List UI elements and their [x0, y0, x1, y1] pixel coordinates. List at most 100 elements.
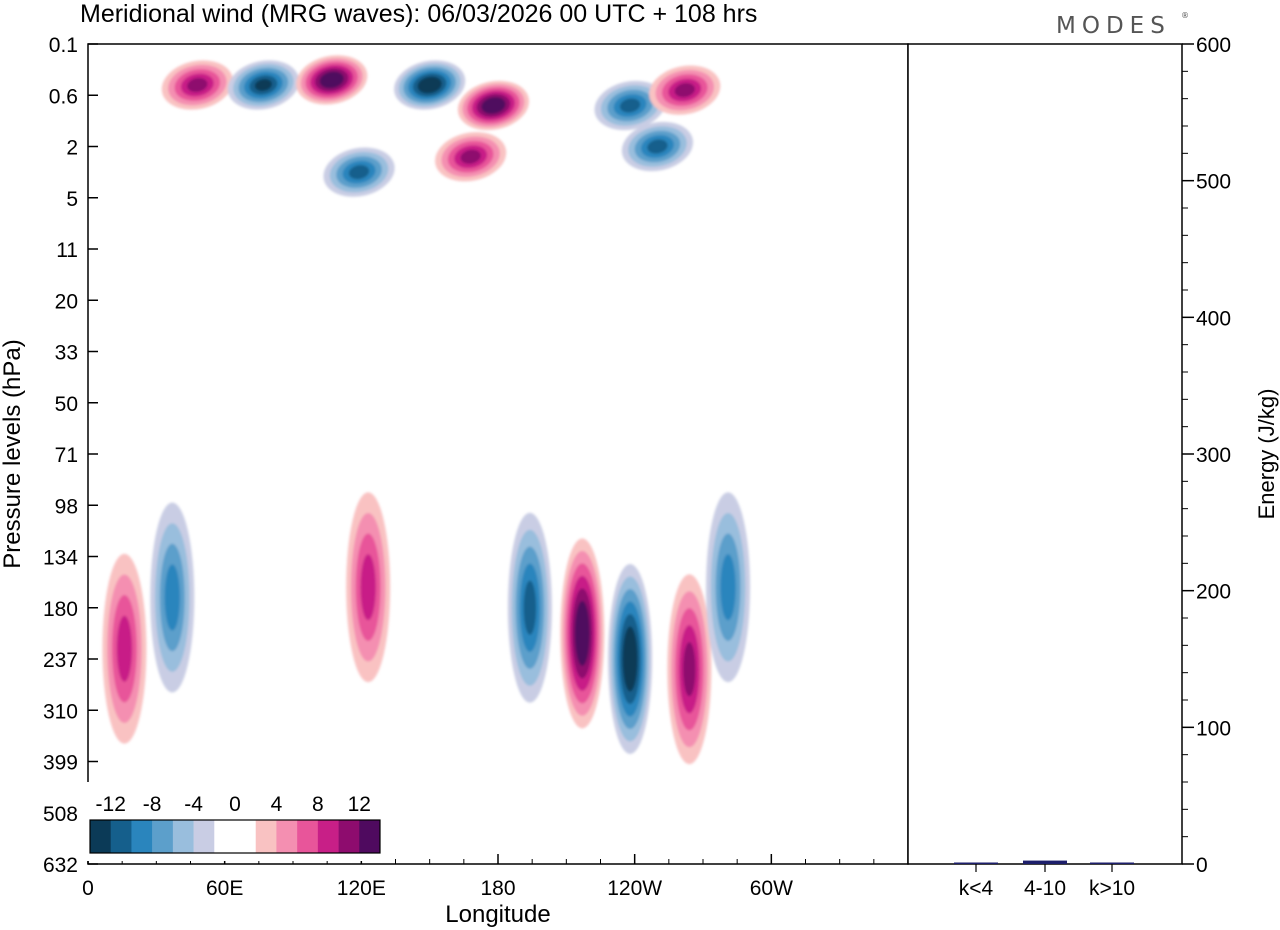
contour-band [577, 613, 587, 654]
colorbar-label: -12 [96, 793, 126, 816]
positive-wind-anomaly-7 [435, 132, 507, 182]
contour-band [422, 79, 438, 91]
energy-axis-label: Energy (J/kg) [1254, 389, 1279, 520]
colorbar-swatch [214, 820, 236, 853]
contour-band [619, 98, 641, 113]
contour-band [360, 554, 376, 621]
negative-wind-anomaly-9 [323, 147, 395, 197]
colorbar-label: 0 [229, 793, 241, 816]
positive-wind-anomaly-4 [457, 80, 530, 131]
energy-tick-label: 500 [1196, 171, 1231, 194]
colorbar-swatch [338, 820, 360, 853]
y-tick-label: 50 [55, 393, 78, 416]
x-tick-label: 60W [750, 877, 793, 900]
y-axis: 0.1 0.6 2 5 11 20 33 50 71 98 134 180 237 310 399 508 63… [43, 34, 98, 877]
energy-bar [1090, 862, 1134, 864]
energy-tick-label: 600 [1196, 34, 1231, 57]
plot-background [88, 44, 908, 864]
x-axis-label: Longitude [445, 901, 550, 928]
negative-wind-anomaly-13 [507, 512, 552, 703]
positive-wind-anomaly-14 [560, 538, 605, 729]
negative-wind-anomaly-1 [227, 60, 299, 110]
y-tick-label: 98 [55, 495, 78, 518]
y-tick-label: 399 [43, 752, 78, 775]
colorbar-swatch [255, 820, 277, 853]
x-tick-label: 180 [480, 877, 515, 900]
energy-bar-chart: 0 100 200 300 400 500 600 k<4 4-10 k>10 [954, 34, 1231, 900]
negative-wind-anomaly-15 [608, 564, 653, 754]
colorbar-swatch [317, 820, 339, 853]
y-tick-label: 632 [43, 854, 78, 877]
energy-category-label: k>10 [1089, 877, 1135, 900]
negative-wind-anomaly-5 [594, 80, 666, 131]
colorbar: -12 -8 -4 0 4 8 12 [86, 782, 386, 861]
contour-band [625, 639, 635, 679]
contour-band [164, 564, 180, 631]
x-tick-label: 0 [82, 877, 94, 900]
colorbar-swatch [152, 820, 174, 853]
negative-wind-anomaly-3 [394, 60, 466, 110]
colorbar-swatch [172, 820, 194, 853]
positive-wind-anomaly-2 [296, 55, 368, 105]
contour-band [683, 642, 696, 697]
contour-band [324, 74, 340, 86]
y-tick-label: 134 [43, 547, 78, 570]
y-tick-label: 508 [43, 803, 78, 826]
y-tick-label: 0.6 [49, 85, 78, 108]
energy-category-label: 4-10 [1024, 877, 1066, 900]
x-tick-label: 120W [607, 877, 662, 900]
colorbar-swatch [110, 820, 132, 853]
y-tick-label: 180 [43, 598, 78, 621]
y-tick-label: 20 [55, 290, 78, 313]
contour-features [102, 55, 751, 765]
contour-band [348, 165, 370, 180]
energy-tick-label: 0 [1196, 854, 1208, 877]
contour-plot-area [88, 44, 908, 864]
energy-category-label: k<4 [959, 877, 994, 900]
contour-band [674, 83, 695, 98]
energy-tick-label: 100 [1196, 717, 1231, 740]
negative-wind-anomaly-8 [621, 121, 694, 172]
y-tick-label: 237 [43, 649, 78, 672]
energy-bar [1023, 860, 1067, 864]
x-tick-label: 120E [337, 877, 386, 900]
negative-wind-anomaly-17 [706, 492, 751, 683]
positive-wind-anomaly-0 [161, 60, 233, 110]
colorbar-swatch [297, 820, 319, 853]
contour-band [460, 149, 481, 164]
colorbar-label: 12 [348, 793, 371, 816]
energy-tick-label: 300 [1196, 444, 1231, 467]
colorbar-swatch [193, 820, 215, 853]
y-tick-label: 5 [66, 188, 78, 211]
y-axis-label: Pressure levels (hPa) [0, 339, 26, 568]
brand-registered-mark: ® [1181, 11, 1189, 20]
colorbar-label: -8 [143, 793, 162, 816]
colorbar-label: 4 [271, 793, 283, 816]
colorbar-swatch [131, 820, 153, 853]
positive-wind-anomaly-12 [346, 492, 391, 683]
y-tick-label: 11 [56, 239, 78, 262]
x-tick-label: 60E [206, 877, 243, 900]
y-tick-label: 2 [66, 137, 78, 160]
contour-band [254, 79, 272, 91]
y-tick-label: 33 [55, 342, 78, 365]
y-tick-label: 0.1 [49, 34, 78, 57]
energy-tick-label: 200 [1196, 581, 1231, 604]
negative-wind-anomaly-10 [150, 502, 195, 693]
positive-wind-anomaly-11 [102, 553, 147, 744]
colorbar-frame [89, 819, 381, 854]
positive-wind-anomaly-16 [667, 574, 712, 765]
y-tick-label: 310 [43, 700, 78, 723]
colorbar-swatch [359, 820, 381, 853]
contour-band [485, 100, 501, 111]
energy-tick-label: 400 [1196, 307, 1231, 330]
chart-title: Meridional wind (MRG waves): 06/03/2026 … [80, 0, 757, 28]
contour-band [523, 580, 537, 635]
colorbar-swatch [235, 820, 257, 853]
brand-logo: MODES [1056, 13, 1171, 39]
contour-band [647, 139, 668, 154]
positive-wind-anomaly-6 [649, 65, 721, 115]
colorbar-label: 8 [312, 793, 324, 816]
colorbar-swatch [90, 820, 112, 853]
